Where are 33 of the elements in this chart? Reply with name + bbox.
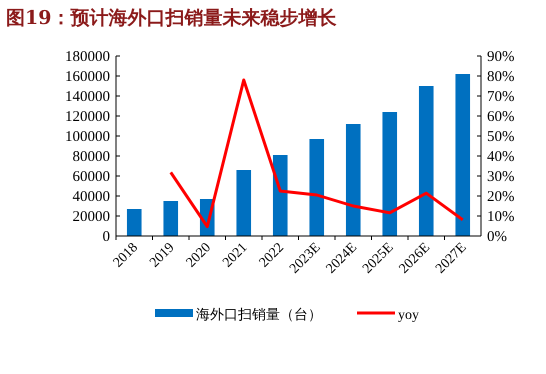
y-tick-label: 40000 xyxy=(72,189,110,205)
y2-tick-label: 90% xyxy=(487,49,514,65)
bar xyxy=(418,86,434,236)
line-series xyxy=(169,78,464,228)
y2-tick-label: 60% xyxy=(487,109,514,125)
bar xyxy=(236,170,252,236)
y2-tick-label: 20% xyxy=(487,189,514,205)
bar xyxy=(346,124,361,236)
y-tick-label: 160000 xyxy=(65,69,110,85)
y-tick-label: 180000 xyxy=(65,49,110,65)
y-tick-label: 0 xyxy=(102,229,110,245)
y2-tick-label: 50% xyxy=(487,129,514,145)
bar xyxy=(382,112,398,236)
bar xyxy=(272,155,288,236)
y2-tick-label: 40% xyxy=(487,149,514,165)
legend-label: 海外口扫销量（台） xyxy=(196,307,322,323)
bar xyxy=(309,139,324,236)
y-tick-label: 100000 xyxy=(65,129,110,145)
y2-tick-label: 80% xyxy=(487,69,514,85)
legend-label: yoy xyxy=(398,308,419,323)
y2-tick-label: 30% xyxy=(487,169,514,185)
bar xyxy=(455,74,470,236)
y-tick-label: 80000 xyxy=(72,149,110,165)
y2-tick-label: 10% xyxy=(487,209,514,225)
chart-title: 图19：预计海外口扫销量未来稳步增长 xyxy=(6,7,338,29)
y-tick-label: 20000 xyxy=(72,209,110,225)
bar xyxy=(126,209,142,236)
y-tick-label: 60000 xyxy=(72,169,110,185)
bar xyxy=(163,201,178,236)
y2-tick-label: 70% xyxy=(487,89,514,105)
y-tick-label: 140000 xyxy=(65,89,110,105)
y2-tick-label: 0% xyxy=(487,229,507,245)
y-tick-label: 120000 xyxy=(65,109,110,125)
